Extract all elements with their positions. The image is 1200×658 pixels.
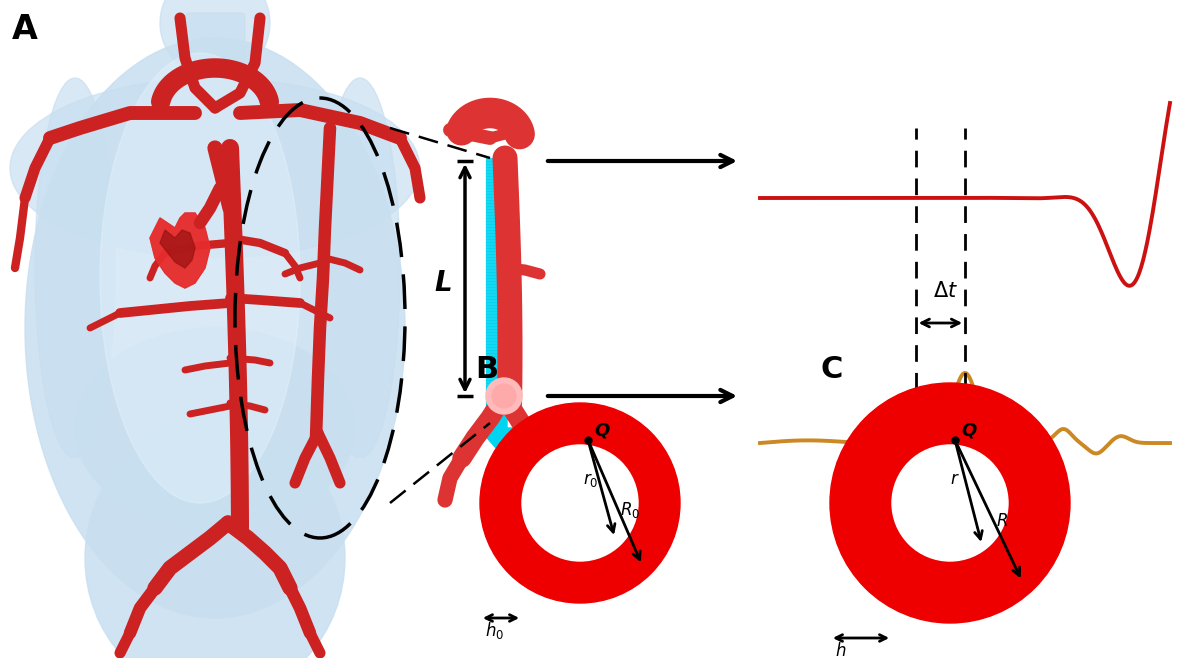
Circle shape xyxy=(486,378,522,414)
Circle shape xyxy=(830,383,1070,623)
Ellipse shape xyxy=(35,78,115,458)
Text: $R$: $R$ xyxy=(996,511,1008,530)
Polygon shape xyxy=(150,213,210,288)
Ellipse shape xyxy=(100,53,300,503)
Polygon shape xyxy=(150,213,210,288)
Text: $r$: $r$ xyxy=(950,470,960,488)
Text: A: A xyxy=(12,13,38,46)
Text: L: L xyxy=(434,269,452,297)
Circle shape xyxy=(522,445,638,561)
FancyBboxPatch shape xyxy=(185,13,245,73)
Text: B: B xyxy=(475,355,498,384)
Text: $h_0$: $h_0$ xyxy=(485,620,504,641)
Ellipse shape xyxy=(74,328,355,528)
Circle shape xyxy=(480,403,680,603)
Text: Q: Q xyxy=(594,421,610,439)
Text: $R_0$: $R_0$ xyxy=(620,499,640,520)
FancyArrow shape xyxy=(479,413,514,448)
Circle shape xyxy=(492,384,516,408)
Ellipse shape xyxy=(320,78,400,458)
Ellipse shape xyxy=(10,78,420,258)
Polygon shape xyxy=(160,230,194,268)
Text: Q: Q xyxy=(961,421,977,439)
Circle shape xyxy=(160,0,270,78)
Text: $\Delta t$: $\Delta t$ xyxy=(932,281,958,301)
Text: C: C xyxy=(820,355,842,384)
Text: $r_0$: $r_0$ xyxy=(583,471,599,489)
Text: $h$: $h$ xyxy=(835,642,846,658)
Ellipse shape xyxy=(85,418,346,658)
Circle shape xyxy=(892,445,1008,561)
Ellipse shape xyxy=(25,38,406,618)
